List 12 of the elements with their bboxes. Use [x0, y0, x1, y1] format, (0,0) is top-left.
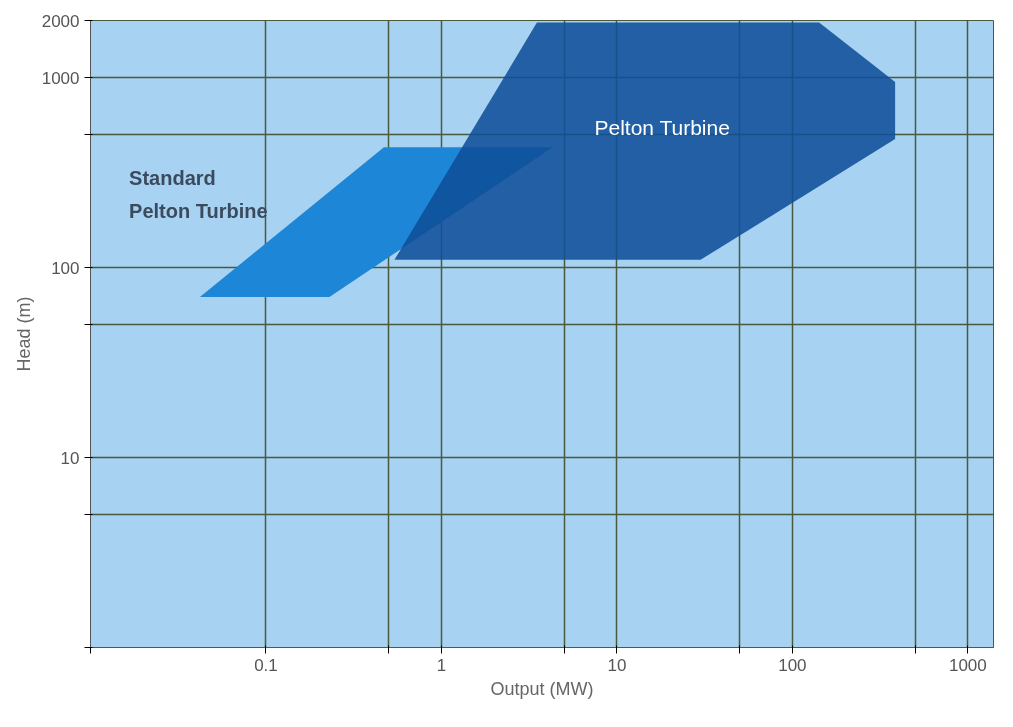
x-tick-label: 1 [436, 655, 447, 675]
x-tick-label: 1000 [948, 655, 987, 675]
x-tick-label: 100 [778, 655, 807, 675]
y-axis-title: Head (m) [13, 296, 34, 372]
x-axis-title: Output (MW) [490, 678, 594, 699]
y-tick-label: 1000 [41, 68, 80, 88]
x-tick-label: 10 [607, 655, 627, 675]
x-tick-label: 0.1 [254, 655, 278, 675]
series-label: Pelton Turbine [594, 115, 730, 139]
y-tick-label: 10 [60, 448, 80, 468]
y-tick-label: 100 [51, 258, 80, 278]
y-tick-label: 2000 [41, 11, 80, 31]
